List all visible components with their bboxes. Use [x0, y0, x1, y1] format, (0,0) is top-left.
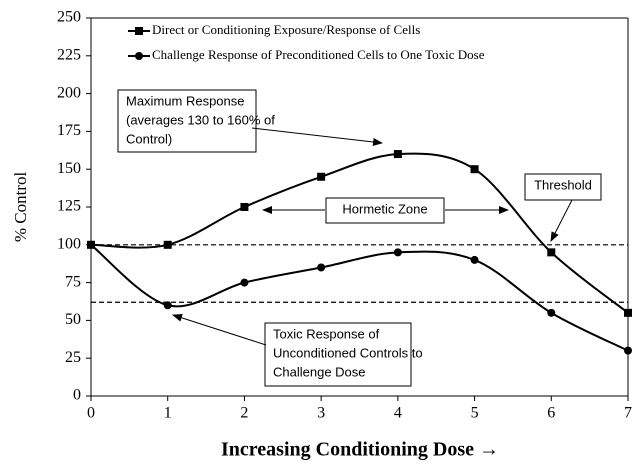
y-axis-title: % Control [11, 172, 30, 243]
point [470, 165, 479, 174]
legend-label: Challenge Response of Preconditioned Cel… [152, 47, 485, 62]
y-tick-label: 0 [73, 387, 81, 404]
point [87, 240, 95, 249]
legend-marker [135, 52, 143, 60]
annotation-box [325, 197, 445, 224]
point [393, 150, 402, 159]
y-tick-label: 100 [57, 235, 81, 252]
legend-marker [135, 27, 143, 35]
y-tick-label: 50 [65, 311, 81, 328]
annotation-box [117, 89, 257, 153]
point [624, 346, 632, 355]
y-tick-label: 150 [57, 160, 81, 177]
point [317, 263, 326, 272]
y-tick-label: 175 [57, 122, 81, 139]
point [470, 255, 479, 264]
annotation-text: Toxic Response of [273, 326, 380, 341]
point [624, 308, 632, 317]
x-tick-label: 6 [547, 405, 555, 422]
x-tick-label: 7 [624, 405, 632, 422]
point [547, 308, 556, 317]
point [547, 248, 556, 257]
point [393, 248, 402, 257]
y-tick-label: 125 [57, 198, 81, 215]
x-tick-label: 3 [317, 405, 325, 422]
x-tick-label: 2 [240, 405, 248, 422]
y-tick-label: 200 [57, 84, 81, 101]
annotation-text: Challenge Dose [273, 364, 366, 379]
annotation-text: Hormetic Zone [342, 201, 427, 216]
annotation-text: Control) [126, 131, 172, 146]
y-tick-label: 75 [65, 273, 81, 290]
x-axis-title: Increasing Conditioning Dose → [221, 439, 499, 461]
annotation-box [264, 322, 412, 387]
series-line [90, 152, 629, 314]
annotation-text: Maximum Response [126, 93, 245, 108]
point [317, 172, 326, 181]
x-tick-label: 1 [164, 405, 172, 422]
annotation-text: Threshold [534, 177, 592, 192]
annotation-text: Unconditioned Controls to [273, 345, 423, 360]
annotation-arrow [172, 313, 267, 346]
annotation-arrow [550, 199, 573, 242]
x-tick-label: 4 [394, 405, 402, 422]
x-tick-label: 0 [87, 405, 95, 422]
point [163, 301, 172, 310]
point [240, 278, 249, 287]
point [240, 203, 249, 211]
annotation-box [524, 173, 602, 201]
annotation-text: (averages 130 to 160% of [126, 112, 275, 127]
y-tick-label: 225 [57, 46, 81, 63]
y-tick-label: 25 [65, 349, 81, 366]
annotation-arrow [251, 127, 383, 146]
point [163, 240, 172, 249]
y-tick-label: 250 [57, 9, 81, 26]
legend-label: Direct or Conditioning Exposure/Response… [152, 22, 420, 37]
x-tick-label: 5 [471, 405, 479, 422]
